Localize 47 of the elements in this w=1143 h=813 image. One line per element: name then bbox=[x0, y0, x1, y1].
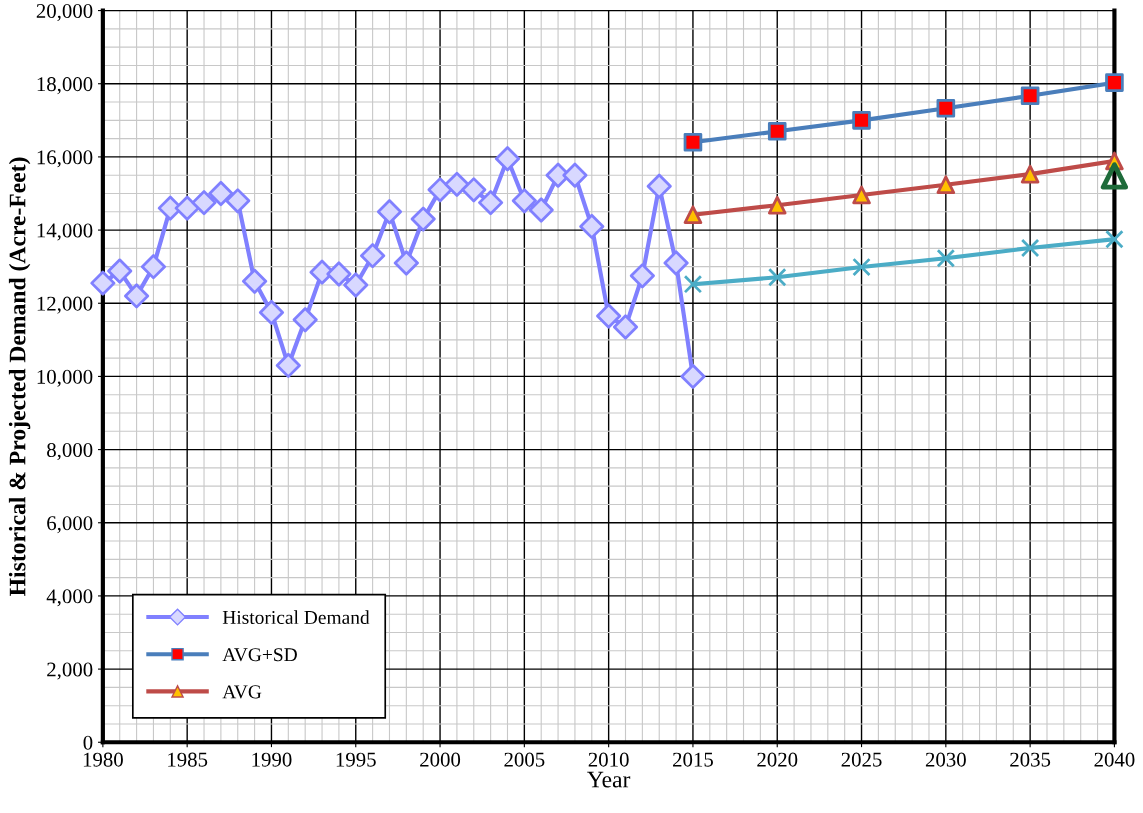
y-tick-label: 12,000 bbox=[37, 296, 93, 314]
point bbox=[852, 111, 871, 130]
point bbox=[1020, 238, 1040, 258]
legend-label: Historical Demand bbox=[222, 610, 370, 625]
x-tick-label: 2015 bbox=[673, 752, 713, 767]
x-tick-label: 2030 bbox=[925, 752, 966, 767]
y-tick-label: 16,000 bbox=[37, 150, 93, 168]
y-tick-label: 0 bbox=[83, 735, 93, 750]
y-tick-label: 14,000 bbox=[37, 223, 93, 241]
point bbox=[936, 175, 956, 195]
point bbox=[852, 257, 871, 277]
y-tick-label: 2,000 bbox=[47, 662, 93, 680]
x-tick-label: 2010 bbox=[588, 752, 629, 767]
point bbox=[767, 267, 787, 287]
point bbox=[683, 205, 703, 225]
x-tick-label: 2020 bbox=[757, 752, 798, 767]
y-tick-label: 4,000 bbox=[46, 589, 93, 607]
point bbox=[1020, 86, 1040, 106]
point bbox=[683, 132, 703, 152]
y-tick-label: 8,000 bbox=[47, 442, 93, 461]
point bbox=[936, 248, 956, 268]
legend-label: AVG+SD bbox=[222, 648, 297, 662]
point bbox=[1105, 73, 1124, 92]
point bbox=[683, 274, 703, 294]
point bbox=[767, 195, 787, 215]
legend-label: AVG bbox=[222, 685, 262, 699]
x-tick-label: 2005 bbox=[504, 752, 545, 767]
y-tick-label: 10,000 bbox=[37, 369, 93, 387]
x-tick-label: 1995 bbox=[336, 752, 376, 767]
y-tick-label: 18,000 bbox=[37, 77, 93, 95]
point bbox=[1020, 164, 1040, 184]
x-tick-label: 2040 bbox=[1094, 752, 1135, 767]
y-axis-title: Historical & Projected Demand (Acre-Feet) bbox=[8, 157, 31, 596]
x-tick-label: 1985 bbox=[168, 752, 208, 767]
x-tick-label: 2025 bbox=[841, 752, 882, 767]
point bbox=[767, 121, 787, 141]
point bbox=[1105, 229, 1124, 249]
x-tick-label: 2000 bbox=[420, 752, 461, 767]
y-tick-label: 6,000 bbox=[47, 516, 93, 534]
y-tick-label: 20,000 bbox=[36, 3, 93, 21]
x-tick-label: 1980 bbox=[83, 752, 123, 767]
point bbox=[852, 185, 871, 205]
point bbox=[936, 98, 956, 118]
x-tick-label: 2035 bbox=[1010, 752, 1051, 767]
x-axis-title: Year bbox=[587, 771, 631, 788]
x-tick-label: 1990 bbox=[252, 752, 292, 767]
point bbox=[1100, 162, 1129, 190]
